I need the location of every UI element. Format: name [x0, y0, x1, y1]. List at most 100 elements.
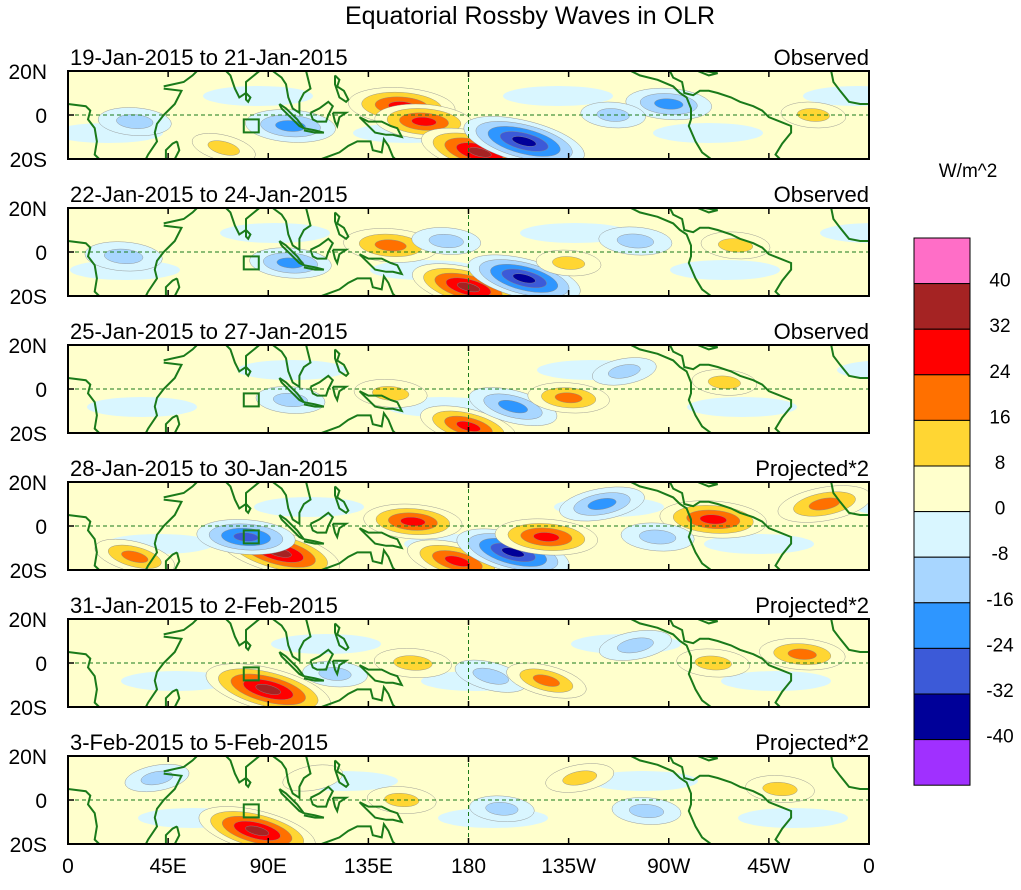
anomaly-contour-2-4 — [444, 555, 471, 567]
coastline-1 — [68, 788, 100, 844]
panel-status: Projected*2 — [755, 593, 869, 618]
y-tick-label: 20S — [10, 423, 47, 446]
y-tick-label: 20N — [8, 198, 47, 221]
colorbar-swatch — [913, 328, 971, 376]
anomaly-contour-11-2 — [639, 529, 677, 545]
coastline-17 — [693, 619, 718, 625]
coastline-11 — [331, 522, 350, 540]
coastline-4 — [163, 208, 199, 225]
coastline-14 — [321, 821, 396, 844]
anomaly-field — [68, 86, 869, 159]
coastline-14 — [321, 410, 396, 433]
anomaly-contour-3-5 — [512, 273, 536, 284]
coastline-17 — [693, 482, 718, 488]
coastline-7 — [272, 345, 312, 389]
x-tick-label: 45E — [149, 855, 186, 878]
coastline-3 — [164, 277, 181, 296]
coastline-17 — [693, 345, 718, 351]
coastline-13 — [358, 664, 404, 687]
colorbar-swatch — [913, 556, 971, 604]
anomaly-contour-9-3 — [587, 498, 617, 510]
anomaly-field — [124, 763, 848, 844]
coastline-5 — [224, 756, 261, 784]
colorbar-swatch — [913, 465, 971, 513]
coastline-13 — [358, 253, 404, 276]
coastline-15 — [630, 208, 712, 296]
coastline-8 — [278, 651, 305, 678]
coastline-16 — [653, 482, 793, 570]
coastline-2 — [145, 772, 184, 844]
weak-anomaly-band — [687, 397, 797, 417]
coastline-15 — [630, 482, 712, 570]
anomaly-contour-2-3 — [498, 400, 528, 414]
anomaly-contour-9-2 — [428, 234, 464, 248]
coastline-2 — [145, 361, 184, 433]
anomaly-contour-7-2 — [617, 637, 654, 654]
coastline-9 — [303, 127, 325, 134]
colorbar-tick-label: 32 — [989, 316, 1010, 337]
weak-anomaly-band — [121, 671, 231, 691]
coastline-18 — [830, 619, 869, 653]
colorbar-tick-label: -8 — [992, 544, 1009, 565]
coastline-16 — [653, 756, 793, 844]
x-tick-label: 90E — [250, 855, 287, 878]
panel-status: Observed — [774, 182, 869, 207]
coastline-6 — [245, 366, 252, 378]
x-tick-label: 0 — [863, 855, 875, 878]
anomaly-contour-1-3 — [374, 239, 407, 252]
weak-anomaly-band — [87, 397, 197, 417]
anomaly-contour-5-3 — [654, 98, 684, 110]
coastline-9 — [303, 538, 325, 545]
x-tick-label: 135E — [344, 855, 393, 878]
coastline-9 — [303, 675, 325, 682]
coastline-2 — [145, 498, 184, 570]
colorbar-tick-label: 16 — [989, 407, 1010, 428]
coastline-11 — [331, 111, 350, 129]
coastline-6 — [245, 503, 252, 515]
anomaly-contour-6-4 — [699, 514, 727, 525]
coastline-3 — [164, 688, 181, 707]
y-tick-label: 0 — [35, 516, 47, 539]
coastline-15 — [630, 345, 712, 433]
coastline-14 — [321, 547, 396, 570]
panel-date-range: 22-Jan-2015 to 24-Jan-2015 — [70, 182, 348, 207]
map-panel-3: 20N 0 20S 25-Jan-2015 to 27-Jan-2015 Observe… — [8, 319, 870, 446]
anomaly-contour-10-3 — [121, 550, 149, 563]
region-box — [242, 529, 260, 545]
coastline-7 — [272, 208, 312, 252]
coastline-15 — [630, 71, 712, 159]
weak-anomaly-band — [237, 360, 347, 380]
coastline-8 — [278, 103, 305, 130]
coastline-16 — [653, 208, 793, 296]
y-tick-label: 0 — [35, 242, 47, 265]
colorbar-swatch — [913, 511, 971, 558]
anomaly-contour-5-2 — [616, 233, 654, 249]
anomaly-contour-6-2 — [707, 375, 741, 390]
coastline-4 — [163, 482, 199, 499]
coastline-1 — [68, 377, 100, 433]
coastline-12 — [334, 759, 350, 789]
coastline-18 — [830, 71, 869, 105]
coastline-17 — [693, 71, 718, 77]
x-tick-label: 45W — [747, 855, 790, 878]
anomaly-contour-8-1 — [282, 764, 343, 792]
colorbar-swatch — [913, 602, 971, 649]
coastline-12 — [334, 348, 350, 378]
coastline-14 — [321, 684, 396, 707]
coastline-2 — [145, 224, 184, 296]
coastline-13 — [358, 116, 404, 139]
coastline-5 — [224, 482, 261, 510]
coastlines — [68, 345, 869, 433]
coastline-1 — [68, 103, 100, 159]
colorbar-swatch — [913, 647, 971, 695]
weak-anomaly-band — [738, 808, 848, 828]
coastline-17 — [693, 208, 718, 214]
anomaly-field — [87, 357, 869, 433]
region-box — [242, 255, 260, 271]
weak-anomaly-band — [721, 671, 831, 691]
colorbar-tick-label: 8 — [995, 453, 1006, 474]
coastline-9 — [303, 812, 325, 819]
anomaly-contour-1-4 — [456, 421, 481, 432]
coastline-8 — [278, 240, 305, 267]
